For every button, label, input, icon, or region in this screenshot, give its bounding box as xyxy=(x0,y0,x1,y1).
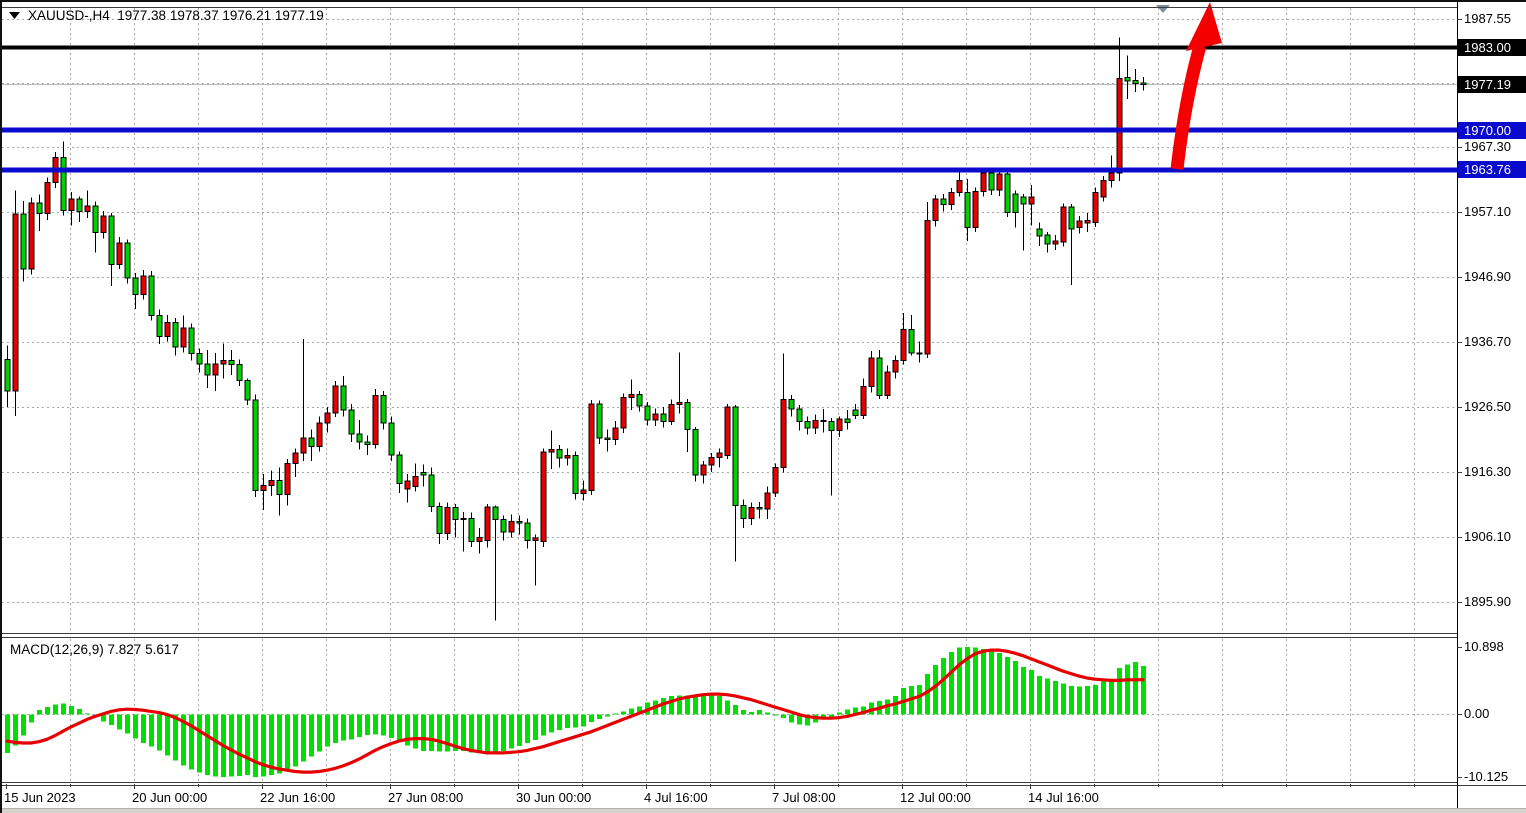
time-tick-label: 7 Jul 08:00 xyxy=(772,790,836,805)
price-badge-1977.19: 1977.19 xyxy=(1458,75,1526,93)
time-tick-label: 4 Jul 16:00 xyxy=(644,790,708,805)
gridlines xyxy=(2,8,1457,782)
time-tick-label: 30 Jun 00:00 xyxy=(516,790,592,805)
macd-histogram xyxy=(5,646,1146,778)
time-tick-label: 14 Jul 16:00 xyxy=(1028,790,1099,805)
price-tick-label: 1895.90 xyxy=(1464,593,1511,609)
time-tick-label: 15 Jun 2023 xyxy=(4,790,76,805)
price-badge-1970.00: 1970.00 xyxy=(1458,121,1526,139)
macd-tick-label: -10.125 xyxy=(1464,769,1509,785)
macd-indicator-label: MACD(12,26,9) 7.827 5.617 xyxy=(10,642,179,657)
symbol-ohlc-text: XAUUSD-,H4 1977.38 1978.37 1976.21 1977.… xyxy=(28,8,324,23)
trend-arrow[interactable] xyxy=(1170,2,1222,170)
symbol-info-bar: XAUUSD-,H4 1977.38 1978.37 1976.21 1977.… xyxy=(9,8,324,23)
time-tick-label: 20 Jun 00:00 xyxy=(132,790,208,805)
macd-tick-label: 10.898 xyxy=(1464,639,1504,654)
macd-signal-line xyxy=(5,648,1145,774)
bottom-scrollbar-strip[interactable] xyxy=(2,808,1526,813)
time-tick-label: 12 Jul 00:00 xyxy=(900,790,971,805)
macd-tick-label: 0.00 xyxy=(1464,706,1490,722)
price-badge-1983.00: 1983.00 xyxy=(1458,38,1526,56)
price-tick-label: 1946.90 xyxy=(1464,269,1511,285)
time-tick-label: 22 Jun 16:00 xyxy=(260,790,336,805)
candlesticks xyxy=(4,37,1147,621)
price-tick-label: 1926.50 xyxy=(1464,399,1511,415)
symbol-dropdown-icon[interactable] xyxy=(9,11,21,20)
price-tick-label: 1906.10 xyxy=(1464,528,1511,544)
horizontal-level-lines[interactable] xyxy=(2,45,1457,173)
price-tick-label: 1916.30 xyxy=(1464,463,1511,479)
price-tick-label: 1957.10 xyxy=(1464,204,1511,220)
price-tick-label: 1936.70 xyxy=(1464,334,1511,350)
price-tick-label: 1967.30 xyxy=(1464,139,1511,155)
time-tick-label: 27 Jun 08:00 xyxy=(388,790,464,805)
price-tick-label: 1987.55 xyxy=(1464,10,1511,26)
price-badge-1963.76: 1963.76 xyxy=(1458,161,1526,179)
